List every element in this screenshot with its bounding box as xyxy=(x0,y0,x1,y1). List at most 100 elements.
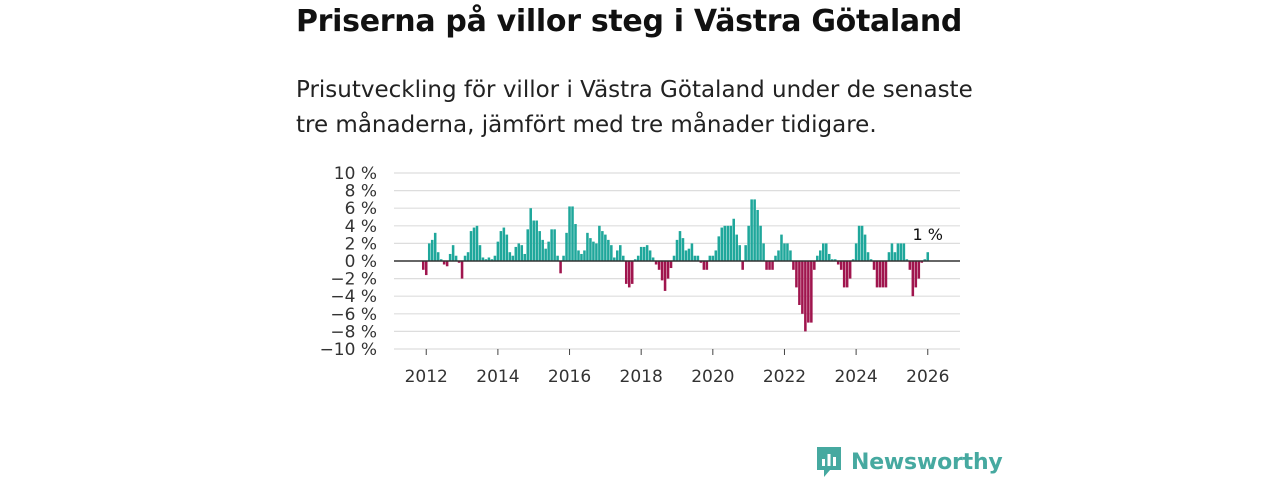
x-tick-label: 2018 xyxy=(620,367,663,387)
bar xyxy=(822,243,825,261)
bar xyxy=(848,261,852,279)
bar xyxy=(610,245,613,261)
bar xyxy=(726,225,730,261)
y-tick-label: 6 % xyxy=(345,199,377,219)
bar xyxy=(839,261,843,270)
x-tick-label: 2022 xyxy=(763,367,806,387)
x-tick-label: 2024 xyxy=(834,367,877,387)
y-tick-label: 8 % xyxy=(345,182,377,202)
bar xyxy=(878,261,882,288)
bar xyxy=(568,206,571,261)
bar xyxy=(899,243,903,261)
bar xyxy=(860,225,864,261)
bar xyxy=(589,238,592,261)
bar xyxy=(863,234,867,261)
bar xyxy=(586,232,589,261)
bar xyxy=(490,259,494,261)
bar xyxy=(460,261,464,279)
bar xyxy=(690,243,694,261)
bar xyxy=(639,246,643,261)
y-tick-label: 2 % xyxy=(345,234,377,254)
data-label-latest: 1 % xyxy=(913,225,943,244)
bar xyxy=(598,225,601,261)
bar xyxy=(729,225,733,261)
bar xyxy=(857,225,861,261)
y-tick-label: 10 % xyxy=(334,164,377,184)
x-tick-label: 2012 xyxy=(405,367,448,387)
bar xyxy=(595,243,598,261)
brand-name: Newsworthy xyxy=(851,449,1003,475)
bar xyxy=(911,261,915,297)
bar xyxy=(517,243,521,261)
bar xyxy=(448,253,452,261)
bar xyxy=(648,250,652,261)
bar xyxy=(807,261,810,323)
gridlines xyxy=(394,172,960,350)
bar xyxy=(550,229,553,261)
bar xyxy=(556,255,559,261)
bar xyxy=(678,231,682,261)
bar xyxy=(890,243,894,261)
bar xyxy=(657,261,661,270)
bar xyxy=(816,255,819,261)
bar xyxy=(622,255,625,261)
bar xyxy=(463,255,467,261)
bar xyxy=(451,245,455,261)
bar xyxy=(604,234,607,261)
bar xyxy=(526,229,530,261)
bar xyxy=(636,255,640,261)
bar xyxy=(684,250,688,261)
bar xyxy=(562,255,565,261)
bar xyxy=(532,220,535,261)
bar xyxy=(786,243,789,261)
bar xyxy=(741,261,744,270)
bar xyxy=(795,261,798,288)
bar xyxy=(571,206,574,261)
y-tick-label: −10 % xyxy=(320,340,377,360)
y-tick-label: 4 % xyxy=(345,217,377,237)
bar xyxy=(529,208,532,261)
x-tick-label: 2014 xyxy=(476,367,519,387)
bar xyxy=(487,257,491,261)
bar xyxy=(702,261,706,270)
bar xyxy=(720,227,724,261)
bar xyxy=(505,234,509,261)
bar xyxy=(433,232,437,261)
bar xyxy=(875,261,879,288)
bar xyxy=(559,261,562,274)
bar xyxy=(762,243,765,261)
y-tick-label: −6 % xyxy=(330,305,377,325)
bar xyxy=(833,259,837,261)
bar xyxy=(508,252,512,261)
bar xyxy=(553,229,556,261)
bar xyxy=(801,261,804,314)
bar xyxy=(819,250,822,261)
bar xyxy=(523,253,527,261)
x-tick-label: 2016 xyxy=(548,367,591,387)
bar xyxy=(851,259,855,261)
bar xyxy=(872,261,876,270)
bar xyxy=(642,246,646,261)
y-tick-label: −2 % xyxy=(330,270,377,290)
bar xyxy=(544,248,547,261)
bar xyxy=(457,261,461,263)
bar xyxy=(902,243,906,261)
bar xyxy=(836,261,840,265)
brand: Newsworthy xyxy=(815,445,1003,479)
bar xyxy=(481,257,485,261)
bar xyxy=(439,259,443,261)
bar xyxy=(666,261,670,279)
bar xyxy=(601,231,604,261)
bar xyxy=(842,261,846,288)
bar xyxy=(445,261,449,267)
bar-series xyxy=(421,199,930,332)
bar xyxy=(747,225,750,261)
bar xyxy=(436,252,440,261)
bar xyxy=(499,231,503,261)
bar xyxy=(633,259,637,261)
bar xyxy=(893,252,897,261)
bar xyxy=(699,261,703,263)
bar xyxy=(511,255,515,261)
bar xyxy=(577,250,580,261)
bar xyxy=(738,245,741,261)
